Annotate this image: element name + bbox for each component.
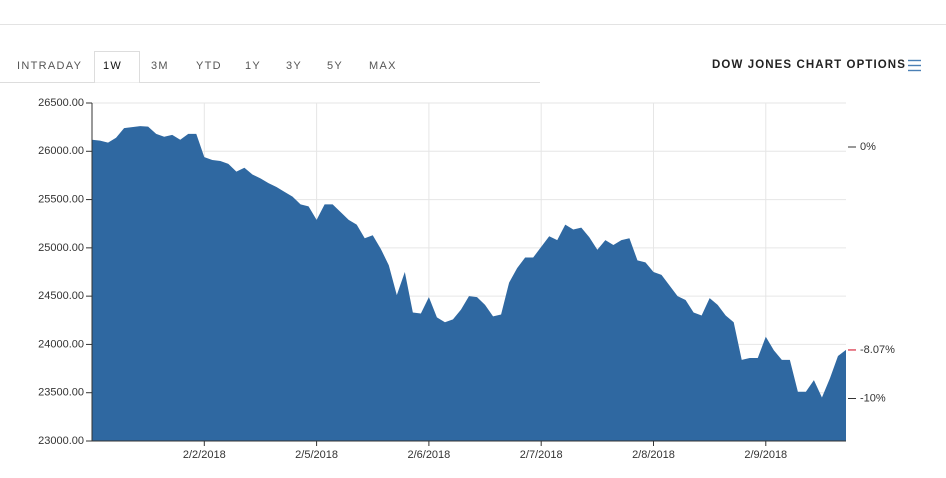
y2-tick-label: -10%	[860, 392, 886, 404]
last-change-label: -8.07%	[860, 344, 895, 356]
tab[interactable]: 5Y	[327, 60, 343, 72]
selected-tab-box	[94, 51, 140, 83]
menu-icon[interactable]	[908, 59, 921, 72]
tab[interactable]: 3M	[151, 60, 169, 72]
y-tick-label: 24000.00	[38, 338, 84, 350]
x-tick-label: 2/2/2018	[183, 449, 226, 461]
y-tick-label: 24500.00	[38, 290, 84, 302]
options-label[interactable]: DOW JONES CHART OPTIONS	[712, 59, 906, 71]
y2-tick-label: 0%	[860, 141, 876, 153]
y-tick-label: 25500.00	[38, 193, 84, 205]
x-tick-label: 2/9/2018	[744, 449, 787, 461]
y-tick-label: 23000.00	[38, 435, 84, 447]
tab[interactable]: MAX	[369, 60, 397, 72]
y-tick-label: 23500.00	[38, 387, 84, 399]
tab[interactable]: YTD	[196, 60, 222, 72]
x-tick-label: 2/5/2018	[295, 449, 338, 461]
x-tick-label: 2/6/2018	[407, 449, 450, 461]
x-tick-label: 2/7/2018	[520, 449, 563, 461]
y-tick-label: 26000.00	[38, 145, 84, 157]
tab[interactable]: 3Y	[286, 60, 302, 72]
tab[interactable]: INTRADAY	[17, 60, 82, 72]
x-tick-label: 2/8/2018	[632, 449, 675, 461]
y-tick-label: 26500.00	[38, 97, 84, 109]
y-tick-label: 25000.00	[38, 242, 84, 254]
tab[interactable]: 1Y	[245, 60, 261, 72]
area	[92, 126, 846, 442]
tab[interactable]: 1W	[103, 60, 122, 72]
